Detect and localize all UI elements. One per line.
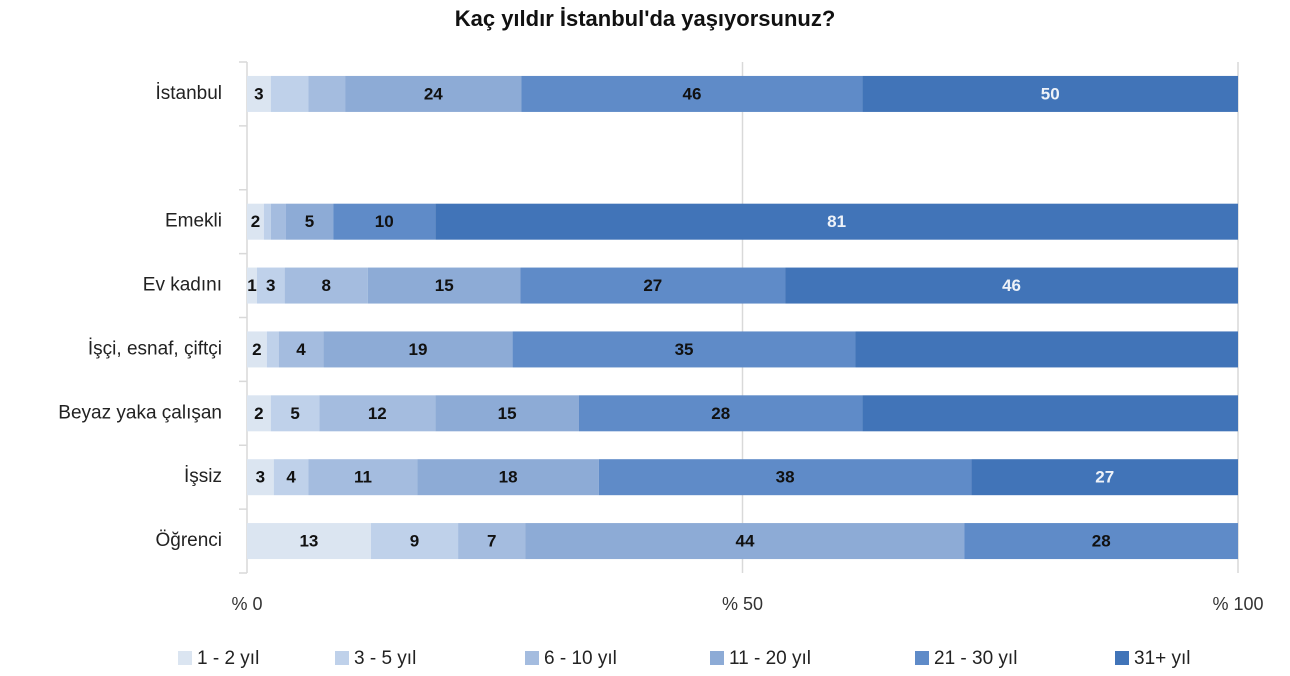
data-label: 50 xyxy=(1041,84,1060,103)
category-label: Beyaz yaka çalışan xyxy=(58,402,222,423)
bar-segment xyxy=(247,267,257,304)
category-label: İstanbul xyxy=(155,83,222,104)
bar-segment xyxy=(270,75,309,112)
data-label: 24 xyxy=(424,84,443,103)
data-label: 38 xyxy=(776,468,795,487)
data-label: 8 xyxy=(322,276,331,295)
data-label: 15 xyxy=(498,404,517,423)
data-label: 9 xyxy=(410,532,419,551)
bar-segment xyxy=(263,203,271,240)
x-tick-label: % 100 xyxy=(1212,594,1263,614)
category-label: İşsiz xyxy=(184,466,222,487)
bar-segment xyxy=(862,75,1238,112)
bar-segment xyxy=(247,203,264,240)
bar-segment xyxy=(270,203,286,240)
bar-segment xyxy=(370,523,459,560)
x-tick-label: % 0 xyxy=(231,594,262,614)
bar-segment xyxy=(333,203,436,240)
data-label: 19 xyxy=(408,340,427,359)
bar-segment xyxy=(308,75,346,112)
data-label: 5 xyxy=(290,404,299,423)
legend-swatch xyxy=(915,651,929,665)
data-label: 1 xyxy=(247,276,256,295)
data-label: 81 xyxy=(827,212,846,231)
data-label: 46 xyxy=(1002,276,1021,295)
data-label: 27 xyxy=(1095,468,1114,487)
category-label: İşçi, esnaf, çiftçi xyxy=(88,338,222,359)
bar-segment xyxy=(578,395,863,432)
data-label: 7 xyxy=(487,532,496,551)
legend-label: 11 - 20 yıl xyxy=(729,648,811,669)
data-label: 46 xyxy=(682,84,701,103)
legend-label: 31+ yıl xyxy=(1134,648,1191,669)
bar-segment xyxy=(520,267,786,304)
bar-segment xyxy=(785,267,1238,304)
bar-segment xyxy=(284,267,368,304)
category-label: Ev kadını xyxy=(143,275,222,296)
bar-segment xyxy=(417,459,599,496)
data-label: 13 xyxy=(299,532,318,551)
bar-segment xyxy=(319,395,436,432)
data-label: 10 xyxy=(375,212,394,231)
data-label: 18 xyxy=(499,468,518,487)
bar-segment xyxy=(270,395,320,432)
bar-segment xyxy=(273,459,309,496)
legend-label: 21 - 30 yıl xyxy=(934,648,1017,669)
bar-segment xyxy=(285,203,334,240)
bar-segment xyxy=(247,75,271,112)
data-label: 2 xyxy=(252,340,261,359)
bar-segment xyxy=(247,331,267,368)
data-label: 2 xyxy=(251,212,260,231)
bar-segment xyxy=(323,331,513,368)
data-label: 12 xyxy=(368,404,387,423)
data-label: 5 xyxy=(305,212,314,231)
bar-segment xyxy=(345,75,522,112)
legend-swatch xyxy=(525,651,539,665)
bar-segment xyxy=(247,459,274,496)
data-label: 3 xyxy=(254,84,263,103)
bar-segment xyxy=(971,459,1238,496)
data-label: 11 xyxy=(354,468,372,487)
legend-label: 6 - 10 yıl xyxy=(544,648,617,669)
bar-segment xyxy=(308,459,418,496)
bar-segment xyxy=(855,331,1238,368)
bar-segment xyxy=(247,523,371,560)
legend-label: 1 - 2 yıl xyxy=(197,648,259,669)
bar-segment xyxy=(266,331,279,368)
data-label: 44 xyxy=(736,532,755,551)
bar-segment xyxy=(862,395,1238,432)
bar-segment xyxy=(278,331,324,368)
bar-segment xyxy=(525,523,965,560)
data-label: 3 xyxy=(256,468,265,487)
bar-segment xyxy=(247,395,271,432)
bar-segment xyxy=(256,267,285,304)
category-label: Emekli xyxy=(165,211,222,232)
data-label: 4 xyxy=(286,468,296,487)
legend-swatch xyxy=(1115,651,1129,665)
legend-swatch xyxy=(178,651,192,665)
data-label: 28 xyxy=(711,404,730,423)
data-label: 4 xyxy=(296,340,306,359)
data-label: 35 xyxy=(675,340,694,359)
legend-swatch xyxy=(710,651,724,665)
legend-label: 3 - 5 yıl xyxy=(354,648,416,669)
category-label: Öğrenci xyxy=(155,530,222,551)
data-label: 3 xyxy=(266,276,275,295)
data-label: 27 xyxy=(643,276,662,295)
bar-segment xyxy=(598,459,972,496)
data-label: 28 xyxy=(1092,532,1111,551)
bar-segment xyxy=(521,75,863,112)
x-tick-label: % 50 xyxy=(722,594,763,614)
data-label: 2 xyxy=(254,404,263,423)
bar-segment xyxy=(435,203,1238,240)
bar-segment xyxy=(964,523,1238,560)
chart-title: Kaç yıldır İstanbul'da yaşıyorsunuz? xyxy=(455,6,836,31)
bar-segment xyxy=(512,331,856,368)
bar-segment xyxy=(435,395,579,432)
bar-segment xyxy=(367,267,521,304)
bar-segment xyxy=(458,523,526,560)
data-label: 15 xyxy=(435,276,454,295)
legend-swatch xyxy=(335,651,349,665)
